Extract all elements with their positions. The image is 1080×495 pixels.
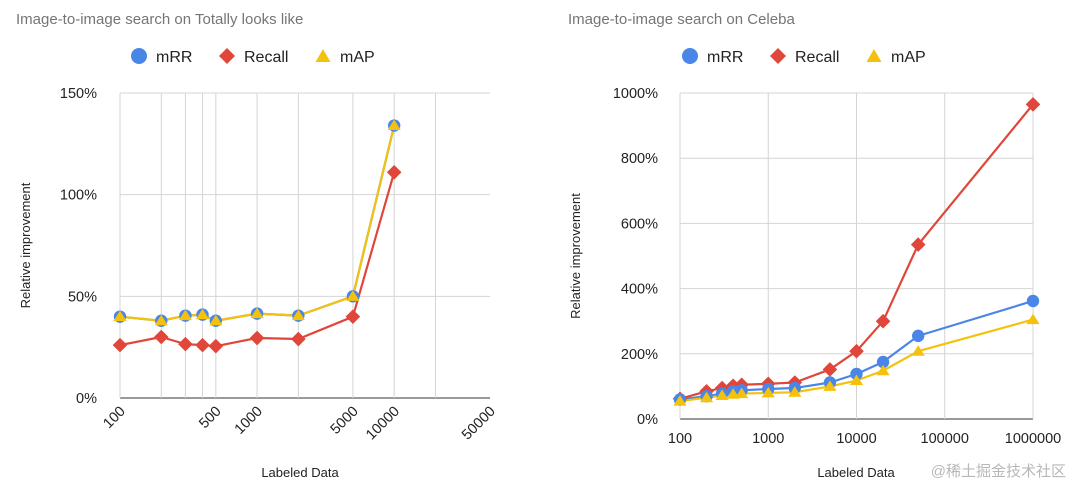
legend-swatch <box>770 48 786 64</box>
data-point-map <box>849 374 864 386</box>
legend-label: Recall <box>244 49 288 66</box>
chart-svg-right: 0% 200% 400% 600% 800% 1000% 100 1000 10000 10000… <box>568 48 1061 480</box>
series-points-map <box>113 119 401 326</box>
legend-swatch <box>219 48 235 64</box>
chart-title: Image-to-image search on Totally looks l… <box>16 11 304 28</box>
x-axis-label: Labeled Data <box>817 465 895 480</box>
y-tick-label: 0% <box>76 391 97 407</box>
data-point-mrr <box>911 329 925 343</box>
legend-label: mAP <box>340 49 375 66</box>
x-tick-label: 5000 <box>328 404 362 438</box>
y-tick-label: 400% <box>621 282 658 298</box>
data-point-map <box>195 308 210 320</box>
watermark-text: @稀土掘金技术社区 <box>930 463 1066 480</box>
legend-item-map: mAP <box>315 49 375 66</box>
gridlines <box>679 92 1034 420</box>
data-point-recall <box>112 337 128 353</box>
y-axis-label: Relative improvement <box>18 182 33 308</box>
legend-label: mRR <box>707 49 743 66</box>
x-tick-label: 1000000 <box>1005 431 1061 447</box>
data-point-recall <box>153 329 169 345</box>
data-point-map <box>735 387 749 399</box>
data-point-map <box>876 364 890 376</box>
y-tick-label: 50% <box>68 289 97 305</box>
data-point-map <box>387 119 401 131</box>
x-tick-label: 500 <box>196 404 224 432</box>
y-tick-label: 600% <box>621 216 658 232</box>
legend-item-mrr: mRR <box>131 48 192 66</box>
data-point-map <box>699 391 714 403</box>
chart-svg-left: 0% 50% 100% 150% 100 500 1000 5000 10000 50000 Lab… <box>18 48 499 480</box>
legend-swatch <box>682 48 698 64</box>
data-point-recall <box>386 165 402 180</box>
chart-panel-left: Image-to-image search on Totally looks l… <box>16 11 499 480</box>
data-point-map <box>788 386 802 397</box>
data-point-mrr <box>1026 294 1040 308</box>
chart-panel-right: Image-to-image search on Celeba 0% 200% 40… <box>540 0 1080 495</box>
y-axis-label: Relative improvement <box>568 193 583 319</box>
data-point-recall <box>195 337 210 353</box>
y-tick-label: 1000% <box>613 86 658 102</box>
legend-item-recall: Recall <box>219 48 288 66</box>
data-point-map <box>715 389 729 401</box>
legend-item-recall: Recall <box>770 48 839 66</box>
data-point-recall <box>208 338 224 354</box>
legend-label: mAP <box>891 49 926 66</box>
data-point-recall <box>345 309 361 324</box>
data-point-map <box>250 307 264 319</box>
data-point-recall <box>291 331 306 347</box>
data-point-recall <box>822 362 838 377</box>
x-tick-label: 100000 <box>921 431 969 447</box>
gridlines <box>119 92 490 399</box>
data-point-map <box>291 309 305 321</box>
x-tick-label: 10000 <box>836 431 876 447</box>
data-point-map <box>761 386 775 398</box>
y-tick-label: 200% <box>621 347 658 363</box>
legend-item-map: mAP <box>866 49 926 66</box>
x-tick-label: 1000 <box>232 404 266 438</box>
data-point-map <box>823 380 837 391</box>
data-point-mrr <box>850 367 863 381</box>
data-point-recall <box>875 313 891 329</box>
legend-swatch <box>315 49 331 62</box>
data-point-map <box>113 310 127 322</box>
series-points-map <box>673 313 1040 406</box>
legend-swatch <box>866 49 882 62</box>
data-point-map <box>178 309 193 321</box>
data-point-map <box>673 395 687 406</box>
legend: mRR Recall mAP <box>131 48 375 66</box>
legend-label: Recall <box>795 49 839 66</box>
data-point-map <box>346 290 360 301</box>
y-tick-label: 800% <box>621 151 658 167</box>
data-point-recall <box>249 330 265 346</box>
x-tick-label: 100 <box>668 431 692 447</box>
chart-title: Image-to-image search on Celeba <box>568 11 795 28</box>
y-tick-label: 150% <box>60 86 97 102</box>
data-point-mrr <box>876 355 890 369</box>
data-point-map <box>209 314 223 326</box>
y-tick-label: 100% <box>60 188 97 204</box>
legend: mRR Recall mAP <box>682 48 926 66</box>
x-tick-label: 50000 <box>459 404 499 444</box>
x-tick-label: 10000 <box>363 404 403 444</box>
data-point-map <box>154 314 168 326</box>
legend-swatch <box>131 48 147 64</box>
x-tick-label: 1000 <box>752 431 784 447</box>
x-tick-label: 100 <box>100 404 128 432</box>
y-tick-label: 0% <box>637 412 658 428</box>
series-points-recall <box>112 165 402 354</box>
legend-label: mRR <box>156 49 192 66</box>
legend-item-mrr: mRR <box>682 48 743 66</box>
data-point-recall <box>1025 97 1041 112</box>
data-point-recall <box>910 237 926 252</box>
data-point-recall <box>178 336 193 352</box>
data-point-map <box>1026 313 1040 325</box>
x-axis-label: Labeled Data <box>261 465 339 480</box>
data-point-map <box>911 345 925 356</box>
